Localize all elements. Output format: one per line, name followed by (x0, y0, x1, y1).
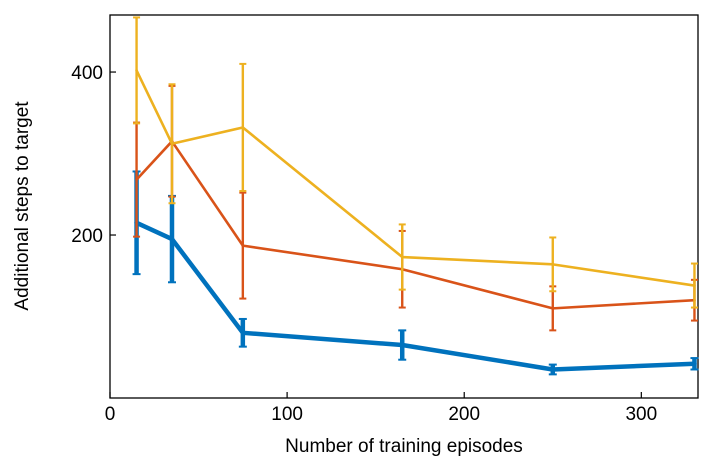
data-point (550, 367, 556, 372)
series-line (135, 140, 695, 310)
data-point (399, 342, 405, 348)
data-point (169, 236, 175, 242)
data-point (170, 142, 174, 146)
y-tick-label: 200 (71, 226, 103, 247)
data-point (693, 284, 696, 287)
x-tick-label: 200 (448, 404, 480, 425)
data-point (241, 244, 245, 247)
x-tick-label: 300 (625, 404, 657, 425)
series-line (135, 69, 695, 287)
x-axis-title: Number of training episodes (285, 436, 523, 457)
x-tick-label: 0 (105, 404, 116, 425)
data-point (240, 330, 246, 336)
series-line (135, 220, 695, 372)
x-tick-label: 100 (271, 404, 303, 425)
data-point (692, 361, 697, 367)
y-tick-label: 400 (71, 63, 103, 84)
data-point (400, 255, 404, 259)
data-point (551, 263, 555, 266)
series-2 (133, 16, 698, 309)
data-point (135, 69, 138, 72)
series-layer (132, 16, 699, 376)
axis-ticks: 0 100 200 300 200 400 (71, 63, 657, 425)
series-1 (133, 84, 698, 332)
plot-frame (109, 14, 699, 399)
data-point (551, 307, 555, 310)
y-axis-title: Additional steps to target (12, 101, 33, 311)
data-point (135, 178, 138, 181)
data-point (241, 126, 245, 129)
